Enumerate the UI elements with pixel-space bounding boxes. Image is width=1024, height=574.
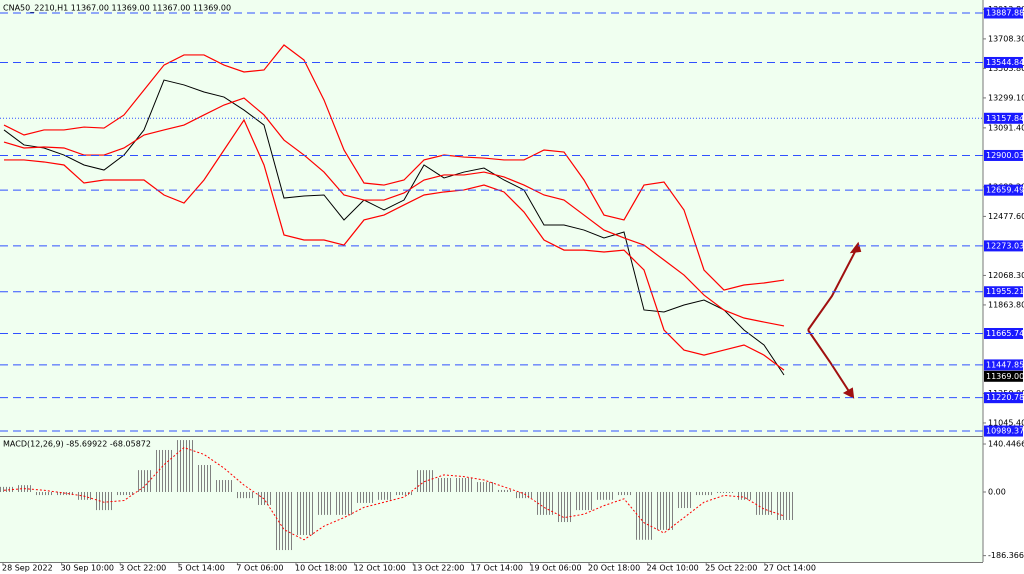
- y-tick-label: 12068.30: [988, 271, 1024, 280]
- y-tick-label: 12477.60: [988, 212, 1024, 221]
- chart-title: CNA50_2210,H1 11367.00 11369.00 11367.00…: [3, 4, 231, 13]
- y-tick-label: 0.00: [988, 487, 1006, 496]
- macd-bar: [0, 486, 13, 492]
- macd-bar: [436, 477, 453, 492]
- macd-bar: [296, 491, 313, 536]
- macd-bar: [96, 491, 113, 511]
- x-tick-label: 3 Oct 22:00: [119, 564, 166, 573]
- level-label-bg: [984, 359, 1023, 371]
- x-tick-label: 5 Oct 14:00: [178, 564, 225, 573]
- y-tick-label: 13708.30: [988, 34, 1024, 43]
- x-tick-label: 27 Oct 14:00: [764, 564, 816, 573]
- macd-bar: [736, 491, 753, 500]
- level-label: 12273.03: [986, 241, 1024, 250]
- macd-bar: [136, 470, 153, 492]
- macd-bar: [516, 491, 533, 499]
- level-label: 13544.84: [986, 58, 1024, 67]
- arrow-up: [807, 245, 859, 331]
- macd-bar: [576, 491, 593, 511]
- macd-bar: [276, 491, 293, 551]
- macd-bar: [116, 491, 133, 496]
- level-label-bg: [984, 327, 1023, 339]
- macd-bar: [556, 491, 573, 523]
- x-tick-label: 25 Oct 22:00: [705, 564, 757, 573]
- macd-bar: [196, 465, 213, 492]
- macd-bar: [496, 489, 513, 492]
- current-price-label: 11369.00: [986, 372, 1024, 381]
- level-label: 11220.78: [986, 393, 1024, 402]
- level-label: 11665.74: [986, 329, 1024, 338]
- y-tick-label: 11045.40: [988, 418, 1024, 427]
- level-label-bg: [984, 425, 1023, 437]
- x-tick-label: 19 Oct 06:00: [529, 564, 581, 573]
- level-label: 12659.49: [986, 186, 1024, 195]
- arrow-down: [807, 329, 853, 397]
- macd-bar: [376, 491, 393, 500]
- macd-bar: [336, 491, 353, 515]
- macd-title: MACD(12,26,9) -85.69922 -68.05872: [3, 440, 151, 449]
- y-tick-label: 13503.80: [988, 64, 1024, 73]
- level-label: 13157.84: [986, 114, 1024, 123]
- macd-bar: [536, 491, 553, 515]
- macd-bar: [316, 491, 333, 515]
- macd-bar: [396, 491, 413, 496]
- level-label-bg: [984, 184, 1023, 196]
- y-tick-label: 11863.80: [988, 300, 1024, 309]
- level-label: 13887.88: [986, 8, 1024, 17]
- y-tick-label: 140.44662: [988, 440, 1024, 449]
- level-label-bg: [984, 56, 1023, 68]
- level-label-bg: [984, 112, 1023, 124]
- price-line: [3, 79, 785, 376]
- x-tick-label: 17 Oct 14:00: [471, 564, 523, 573]
- x-tick-label: 13 Oct 22:00: [412, 564, 464, 573]
- level-label-bg: [984, 286, 1023, 298]
- y-tick-label: -186.36651: [988, 551, 1024, 560]
- macd-bar: [456, 477, 473, 492]
- level-label: 11955.21: [986, 287, 1024, 296]
- bollinger-band: [3, 44, 785, 291]
- x-tick-label: 20 Oct 18:00: [588, 564, 640, 573]
- macd-bar: [756, 491, 773, 515]
- macd-bar: [176, 440, 193, 492]
- macd-bar: [36, 491, 53, 496]
- current-price-box: [984, 370, 1023, 382]
- macd-bar: [256, 491, 273, 505]
- macd-bar: [696, 491, 713, 496]
- level-label: 10989.37: [986, 427, 1024, 436]
- y-tick-label: 13091.40: [988, 123, 1024, 132]
- macd-bar: [356, 491, 373, 503]
- macd-bar: [236, 491, 253, 499]
- macd-bar: [636, 491, 653, 540]
- y-tick-label: 13299.10: [988, 93, 1024, 102]
- x-tick-label: 28 Sep 2022: [2, 564, 53, 573]
- level-label-bg: [984, 7, 1023, 19]
- signal-line: [3, 447, 785, 541]
- macd-bar: [596, 491, 613, 500]
- level-label: 11447.85: [986, 360, 1024, 369]
- x-tick-label: 24 Oct 10:00: [647, 564, 699, 573]
- level-label-bg: [984, 240, 1023, 252]
- macd-bar: [676, 491, 693, 509]
- x-tick-label: 10 Oct 18:00: [295, 564, 347, 573]
- level-label-bg: [984, 149, 1023, 161]
- macd-bar: [476, 482, 493, 492]
- x-tick-label: 7 Oct 06:00: [236, 564, 283, 573]
- bollinger-band: [3, 97, 785, 327]
- macd-bar: [656, 491, 673, 530]
- level-label: 12900.03: [986, 151, 1024, 160]
- bollinger-band: [4, 118, 785, 371]
- x-tick-label: 30 Sep 10:00: [61, 564, 114, 573]
- arrow-head: [842, 387, 855, 399]
- macd-bar: [156, 449, 173, 492]
- macd-bar: [776, 491, 793, 520]
- x-tick-label: 12 Oct 10:00: [354, 564, 406, 573]
- macd-bar: [216, 480, 233, 492]
- macd-bar: [716, 491, 733, 494]
- level-label-bg: [984, 392, 1023, 404]
- macd-bar: [616, 491, 633, 496]
